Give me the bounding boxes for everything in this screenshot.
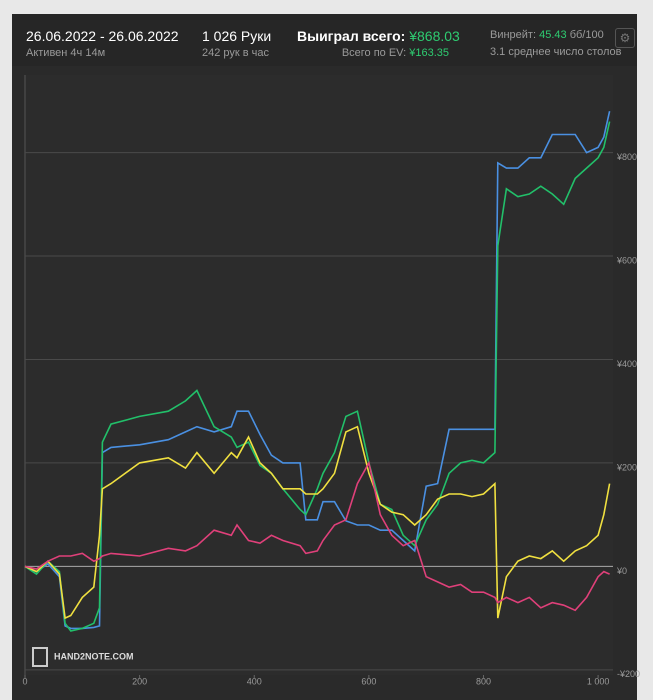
ev: Всего по EV: ¥163.35 xyxy=(342,47,449,59)
x-tick-label: 600 xyxy=(361,676,376,686)
won: Выиграл всего: ¥868.03 xyxy=(297,28,460,44)
y-tick-label: ¥400 xyxy=(616,359,637,369)
winrate-unit: бб/100 xyxy=(569,29,604,41)
hands-per-hour: 242 рук в час xyxy=(202,47,270,59)
y-tick-label: ¥0 xyxy=(616,566,627,576)
ev-label: Всего по EV: xyxy=(341,47,407,59)
y-tick-label: ¥800 xyxy=(616,152,637,162)
won-label: Выиграл всего: xyxy=(297,28,406,44)
series-line xyxy=(24,425,611,620)
y-tick-label: ¥600 xyxy=(616,255,637,265)
header: 26.06.2022 - 26.06.2022 Активен 4ч 14м 1… xyxy=(12,14,637,66)
won-value: ¥868.03 xyxy=(409,28,460,44)
x-tick-label: 200 xyxy=(132,676,147,686)
ev-value: ¥163.35 xyxy=(409,47,449,59)
hands: 1 026 Руки xyxy=(202,28,272,44)
series-line xyxy=(24,460,610,612)
settings-button[interactable]: ⚙ xyxy=(615,28,635,48)
winrate-value: 45.43 xyxy=(539,29,567,41)
winrate-label: Винрейт: xyxy=(490,29,537,41)
winrate: Винрейт: 45.43 бб/100 xyxy=(490,29,604,41)
x-tick-label: 400 xyxy=(247,676,262,686)
logo-text: HAND2NOTE.COM xyxy=(54,651,134,661)
active-time: Активен 4ч 14м xyxy=(26,47,106,59)
y-tick-label: -¥200 xyxy=(617,669,640,679)
x-tick-label: 800 xyxy=(476,676,491,686)
date-range: 26.06.2022 - 26.06.2022 xyxy=(26,28,179,44)
x-tick-label: 1 000 xyxy=(587,676,610,686)
logo: HAND2NOTE.COM xyxy=(32,647,134,667)
x-tick-label: 0 xyxy=(22,676,27,686)
tables: 3.1 среднее число столов xyxy=(490,46,622,58)
y-tick-label: ¥200 xyxy=(616,462,637,472)
logo-icon xyxy=(32,647,48,667)
plot-area xyxy=(25,75,613,675)
